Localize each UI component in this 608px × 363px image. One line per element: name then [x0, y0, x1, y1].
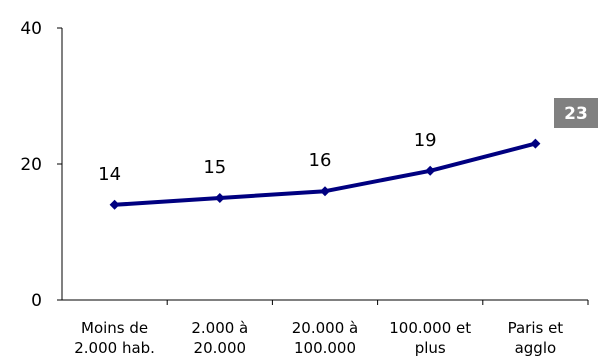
x-tick-label-line: 100.000 et — [389, 319, 471, 337]
data-point-marker — [530, 138, 541, 149]
y-tick-label: 40 — [20, 19, 42, 39]
y-tick-label: 20 — [20, 155, 42, 175]
x-tick-label-line: 2.000 à — [191, 319, 248, 337]
x-tick-label-line: Moins de — [81, 319, 148, 337]
data-labels: 14 15 16 19 23 — [98, 98, 598, 185]
x-tick-label-line: 100.000 — [294, 339, 356, 357]
data-label-highlighted: 23 — [564, 104, 588, 124]
data-point-marker — [109, 199, 120, 210]
data-label: 16 — [309, 150, 332, 171]
y-tick-label: 0 — [31, 291, 42, 311]
x-tick-label-line: plus — [415, 339, 446, 357]
x-tick-label: 100.000 et plus — [389, 319, 471, 357]
axes: 0 20 40 Moins de 2.000 hab. 2.000 à 20.000 20.0… — [20, 19, 589, 357]
data-point-marker — [320, 186, 330, 197]
x-tick-label: 2.000 à 20.000 — [191, 319, 248, 357]
data-label: 19 — [414, 130, 437, 151]
x-tick-label-line: Paris et — [508, 319, 564, 337]
data-point-marker — [425, 165, 436, 176]
x-tick-label-line: agglo — [515, 339, 557, 357]
x-tick-label-line: 2.000 hab. — [74, 339, 155, 357]
x-tick-label-line: 20.000 — [194, 339, 247, 357]
data-label: 15 — [203, 157, 226, 178]
series-layer — [109, 138, 541, 210]
x-tick-label: Paris et agglo — [508, 319, 564, 357]
x-tick-label: 20.000 à 100.000 — [292, 319, 358, 357]
data-point-marker — [214, 193, 225, 203]
highlight-label-box — [554, 98, 598, 128]
x-tick-label: Moins de 2.000 hab. — [74, 319, 155, 357]
x-tick-label-line: 20.000 à — [292, 319, 358, 337]
data-label: 14 — [98, 164, 121, 185]
